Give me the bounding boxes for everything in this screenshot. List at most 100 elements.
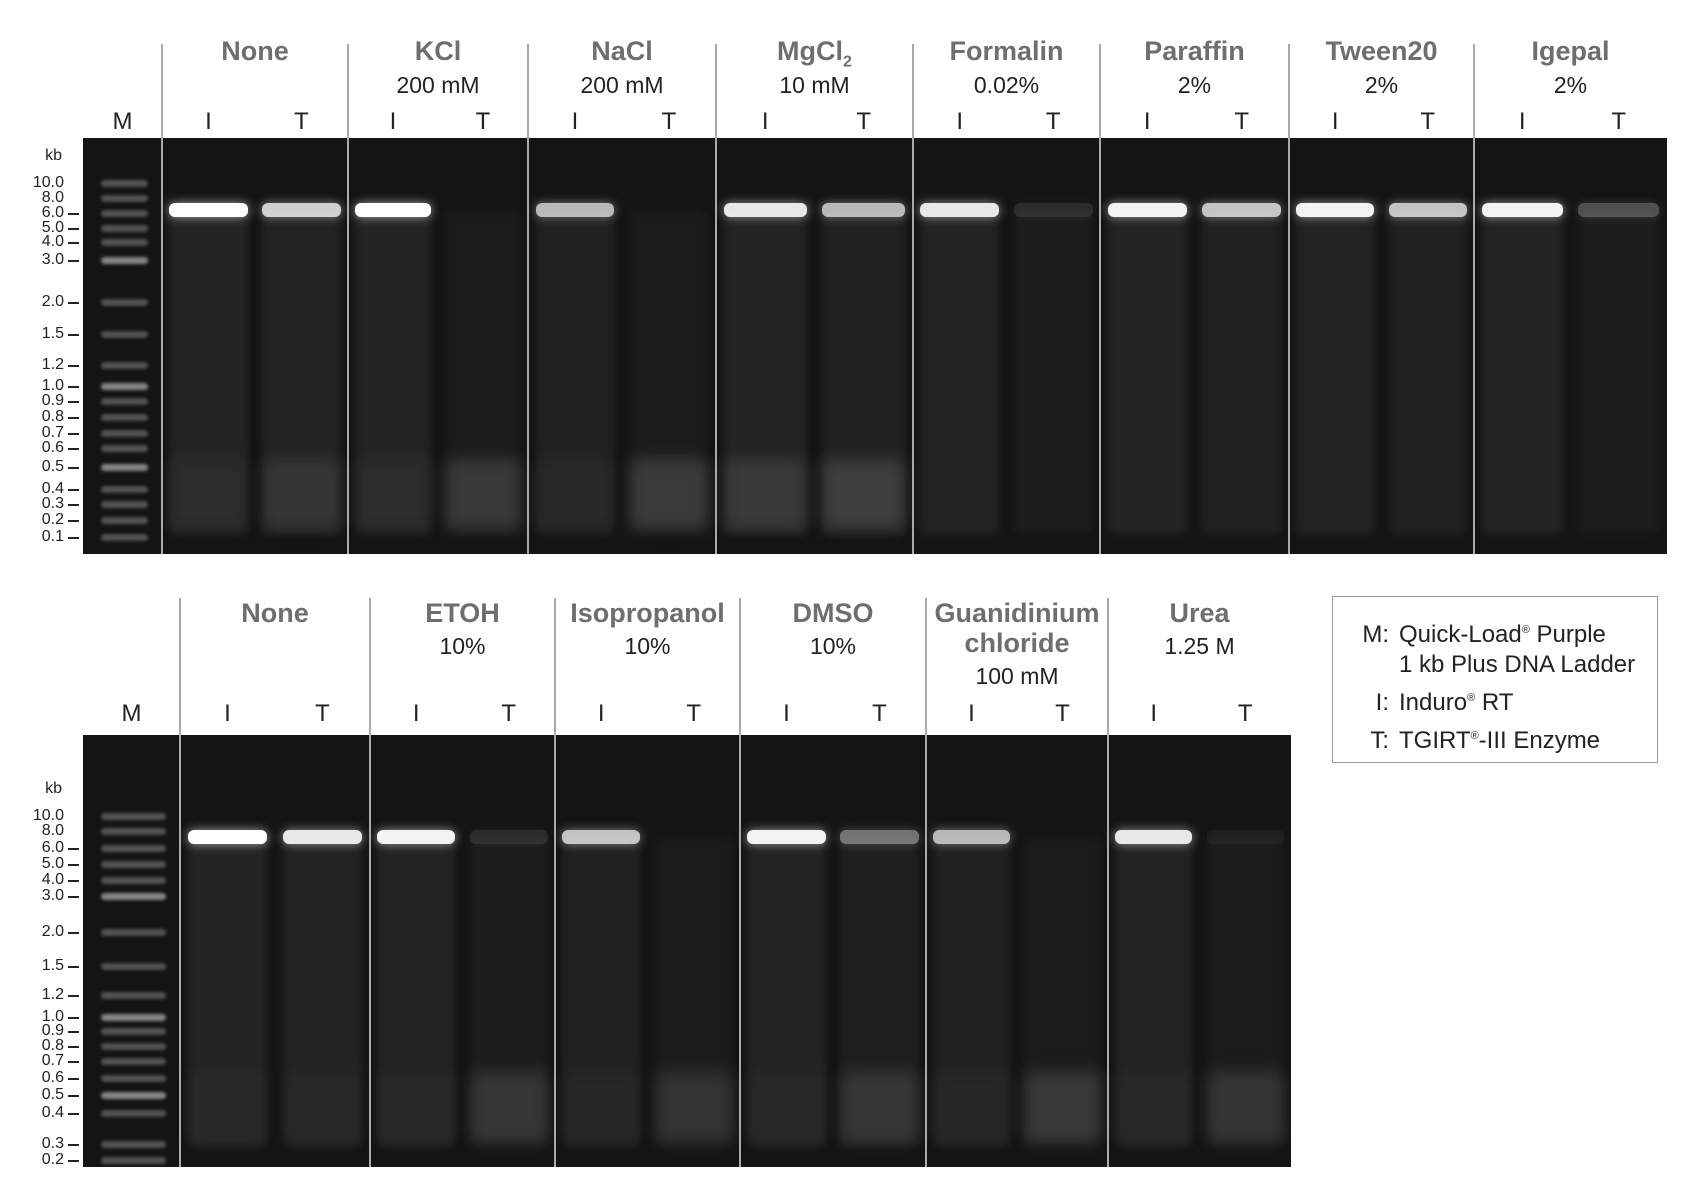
ladder-size-label: 4.0 (41, 871, 64, 888)
low-mw-smear (283, 1072, 363, 1142)
condition-title: NaCl (591, 36, 653, 66)
product-band (1115, 830, 1193, 844)
lane-label: I (1331, 108, 1339, 135)
ladder-size-label: 2.0 (41, 923, 64, 940)
low-mw-smear (1115, 1072, 1192, 1142)
ladder-size-label: 0.4 (41, 480, 64, 497)
legend-key: M: (1362, 621, 1389, 648)
lane-label: I (1150, 700, 1158, 727)
lane-smear (747, 838, 826, 1147)
lane-label: I (389, 108, 397, 135)
condition-concentration: 2% (1553, 72, 1588, 98)
ladder-size-label: 5.0 (41, 219, 64, 236)
ladder-size-label: 0.6 (41, 1069, 64, 1086)
ladder-size-label: 6.0 (41, 204, 64, 221)
ladder-tick (68, 1061, 79, 1063)
ladder-tick (68, 401, 79, 403)
low-mw-smear (377, 1072, 455, 1142)
marker-band (101, 813, 166, 820)
ladder-size-label: 1.0 (41, 1008, 64, 1025)
legend-text: TGIRT (1399, 727, 1471, 754)
ladder-size-label: 0.2 (41, 1151, 64, 1168)
low-mw-smear (822, 459, 906, 529)
product-band (535, 203, 615, 217)
ladder-tick (68, 417, 79, 419)
ladder-size-label: 8.0 (41, 189, 64, 206)
marker-band (101, 398, 148, 405)
condition-concentration: 10% (439, 633, 486, 659)
ladder-size-label: 0.7 (41, 1052, 64, 1069)
lane-label: T (294, 108, 309, 135)
marker-band (101, 331, 148, 338)
lane-label: I (205, 108, 212, 135)
lane-label: T (1237, 700, 1253, 727)
ladder-size-label: 0.8 (41, 1037, 64, 1054)
marker-band (101, 1157, 166, 1164)
marker-band (101, 517, 148, 524)
marker-band (101, 501, 148, 508)
lane-divider (179, 598, 181, 1167)
condition-title: None (221, 36, 289, 66)
condition-concentration: 2% (1364, 72, 1399, 98)
product-band (1202, 203, 1282, 217)
lane-label: T (661, 108, 677, 135)
condition-concentration: 2% (1177, 72, 1212, 98)
low-mw-smear (535, 459, 615, 529)
legend-text: RT (1475, 689, 1514, 716)
product-band (355, 203, 431, 217)
lane-label: T (501, 700, 517, 727)
ladder-tick (68, 433, 79, 435)
lane-smear (1014, 211, 1093, 534)
lane-label: T (856, 108, 872, 135)
lane-smear (355, 211, 431, 534)
lane-divider (1107, 598, 1109, 1167)
ladder-tick (68, 537, 79, 539)
ladder-tick (68, 1113, 79, 1115)
low-mw-smear (469, 1072, 548, 1142)
ladder-size-label: 0.3 (41, 495, 64, 512)
ladder-size-label: 0.2 (41, 511, 64, 528)
product-band (920, 203, 999, 217)
marker-band (101, 1028, 166, 1035)
ladder-size-label: 0.7 (41, 424, 64, 441)
condition-title: DMSO (792, 598, 874, 628)
marker-band (101, 445, 148, 452)
marker-band (101, 1043, 166, 1050)
ladder-size-label: 0.4 (41, 1104, 64, 1121)
product-band (562, 830, 641, 844)
lane-label: I (571, 108, 579, 135)
lane-label: T (872, 700, 887, 727)
lane-smear (1202, 211, 1282, 534)
ladder-size-label: 0.5 (41, 1086, 64, 1103)
condition-concentration: 100 mM (975, 663, 1059, 689)
lane-smear (562, 838, 641, 1147)
registered-mark: ® (1470, 730, 1479, 742)
product-band (187, 830, 268, 844)
ladder-size-label: 1.5 (41, 325, 64, 342)
ladder-tick (68, 260, 79, 262)
ladder-size-label: 8.0 (41, 822, 64, 839)
low-mw-smear (840, 1072, 919, 1142)
ladder-tick (68, 1095, 79, 1097)
ladder-size-label: 0.6 (41, 439, 64, 456)
ladder-size-label: 0.5 (41, 458, 64, 475)
condition-title: ETOH (425, 598, 500, 628)
marker-band (101, 845, 166, 852)
lane-smear (840, 838, 919, 1147)
condition-title: Urea (1169, 598, 1230, 628)
ladder-tick (68, 848, 79, 850)
marker-band (101, 464, 148, 471)
marker-band (101, 430, 148, 437)
marker-band (101, 963, 166, 970)
lane-smear (1388, 211, 1467, 534)
condition-title: None (241, 598, 309, 628)
low-mw-smear (188, 1072, 268, 1142)
lane-label: I (956, 108, 964, 135)
ladder-tick (68, 880, 79, 882)
lane-label: I (224, 700, 231, 727)
condition-concentration: 1.25 M (1164, 633, 1235, 659)
lane-smear (377, 838, 456, 1147)
ladder-tick (68, 1031, 79, 1033)
marker-band (101, 1141, 166, 1148)
legend-key: T: (1370, 727, 1389, 754)
